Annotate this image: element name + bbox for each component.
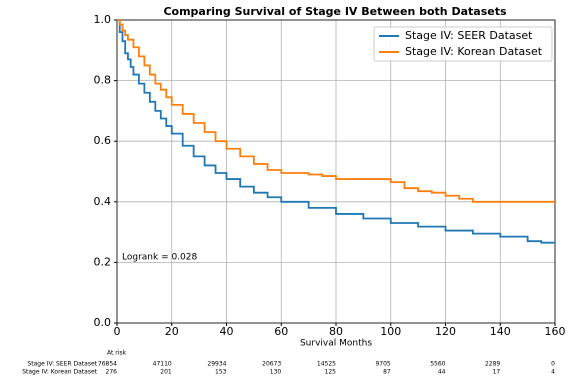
at-risk-count: 153 — [215, 369, 227, 376]
at-risk-count: 2289 — [485, 361, 500, 368]
chart-title: Comparing Survival of Stage IV Between b… — [163, 5, 507, 18]
at-risk-count: 29934 — [207, 361, 226, 368]
plot-frame — [116, 19, 556, 324]
x-tick-label: 80 — [329, 325, 343, 338]
at-risk-count: 14525 — [317, 361, 336, 368]
legend-label: Stage IV: SEER Dataset — [405, 29, 533, 42]
at-risk-count: 5560 — [430, 361, 445, 368]
legend-box — [373, 26, 553, 62]
at-risk-count: 130 — [270, 369, 282, 376]
x-tick-label: 20 — [165, 325, 179, 338]
at-risk-count: 76854 — [98, 361, 117, 368]
x-tick-label: 100 — [380, 325, 401, 338]
x-tick-label: 0 — [114, 325, 121, 338]
y-tick-label: 1.0 — [94, 13, 112, 26]
at-risk-count: 9705 — [375, 361, 390, 368]
at-risk-count: 4 — [551, 369, 555, 376]
at-risk-count: 47110 — [153, 361, 172, 368]
at-risk-count: 125 — [325, 369, 337, 376]
y-tick-label: 0.2 — [94, 255, 112, 268]
y-tick-label: 0.0 — [94, 316, 112, 329]
y-tick-label: 0.4 — [94, 195, 112, 208]
y-tick-label: 0.6 — [94, 134, 112, 147]
annotation: Logrank = 0.028 — [122, 253, 198, 263]
at-risk-title: At risk — [107, 350, 127, 357]
x-tick-label: 140 — [490, 325, 511, 338]
survival-line — [117, 19, 555, 244]
at-risk-count: 0 — [551, 361, 555, 368]
at-risk-row-label: Stage IV: Korean Dataset — [22, 369, 97, 376]
x-tick-label: 160 — [545, 325, 566, 338]
at-risk-count: 44 — [438, 369, 446, 376]
at-risk-count: 201 — [160, 369, 172, 376]
y-tick-label: 0.8 — [94, 74, 112, 87]
x-axis-label: Survival Months — [300, 339, 372, 349]
at-risk-count: 17 — [493, 369, 501, 376]
legend-label: Stage IV: Korean Dataset — [405, 45, 543, 58]
x-tick-label: 120 — [435, 325, 456, 338]
survival-line — [117, 19, 555, 203]
at-risk-count: 87 — [383, 369, 391, 376]
x-tick-label: 60 — [274, 325, 288, 338]
at-risk-count: 20673 — [262, 361, 281, 368]
x-tick-label: 40 — [220, 325, 234, 338]
at-risk-row-label: Stage IV: SEER Dataset — [27, 361, 97, 368]
at-risk-count: 276 — [106, 369, 118, 376]
